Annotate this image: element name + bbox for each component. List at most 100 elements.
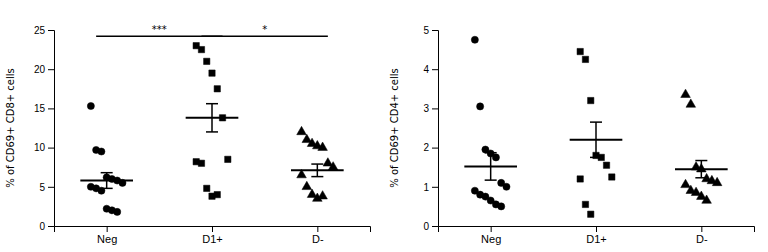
y-tick: 20 xyxy=(34,64,54,75)
error-bar-cap xyxy=(485,179,497,181)
y-tick-label: 2 xyxy=(423,142,429,153)
error-bar-stem xyxy=(595,122,597,157)
y-tick-label: 0 xyxy=(423,221,429,232)
y-tick-mark xyxy=(48,187,54,188)
significance-label: *** xyxy=(152,24,167,35)
x-tick-label: Neg xyxy=(97,233,117,245)
panel: 0 1 2 3 4 5 Neg D1+ D- % of CD69+ CD4+ cells xyxy=(389,25,755,245)
y-tick-mark xyxy=(48,69,54,70)
y-tick-mark xyxy=(432,187,438,188)
y-tick-mark xyxy=(432,108,438,109)
error-bar xyxy=(695,161,707,178)
y-tick-mark xyxy=(48,30,54,31)
error-bar-cap xyxy=(311,176,323,178)
x-tick: D1+ xyxy=(586,226,607,245)
point xyxy=(681,179,691,187)
point xyxy=(198,160,204,166)
significance-label: * xyxy=(262,24,267,35)
figure: 0510152025NegD1+D-% of CD69+ CD8+ cells*… xyxy=(0,0,768,252)
x-tick-label: D1+ xyxy=(202,233,223,245)
x-axis: NegD1+D- xyxy=(55,226,371,245)
error-bar-stem xyxy=(211,104,213,132)
y-tick: 5 xyxy=(423,25,438,36)
point xyxy=(204,58,210,64)
point xyxy=(318,191,328,199)
y-axis-title: % of CD69+ CD8+ cells xyxy=(5,68,16,187)
y-tick-label: 1 xyxy=(423,182,429,193)
significance-bar xyxy=(201,36,327,38)
y-tick-mark xyxy=(432,30,438,31)
y-tick-label: 15 xyxy=(34,103,46,114)
point xyxy=(588,211,594,217)
point xyxy=(588,97,594,103)
y-tick: 15 xyxy=(34,103,54,114)
x-axis: Neg D1+ D- xyxy=(439,226,755,245)
plot-area xyxy=(464,36,727,217)
y-tick: 10 xyxy=(34,142,54,153)
error-bar-cap xyxy=(101,188,113,190)
y-tick-mark xyxy=(432,69,438,70)
error-bar-cap xyxy=(101,172,113,174)
y-tick-mark xyxy=(48,148,54,149)
x-tick: Neg xyxy=(481,226,501,245)
y-axis-title: % of CD69+ CD4+ cells xyxy=(389,68,400,187)
point xyxy=(498,203,505,210)
group xyxy=(291,126,344,201)
group xyxy=(186,43,239,200)
group xyxy=(570,48,623,217)
point xyxy=(214,86,220,92)
group xyxy=(80,102,133,215)
error-bar xyxy=(206,104,218,132)
error-bar-cap xyxy=(311,163,323,165)
error-bar-cap xyxy=(695,177,707,179)
x-tick-mark xyxy=(701,226,702,232)
y-tick: 2 xyxy=(423,142,438,153)
error-bar-cap xyxy=(485,152,497,154)
error-bar xyxy=(485,153,497,180)
error-bar xyxy=(590,122,602,157)
error-bar-stem xyxy=(490,153,492,180)
error-bar-cap xyxy=(206,103,218,105)
y-tick-label: 4 xyxy=(423,64,429,75)
y-axis: 0 1 2 3 4 5 xyxy=(423,25,438,232)
point xyxy=(712,177,722,185)
y-tick: 0 xyxy=(39,221,54,232)
y-tick: 5 xyxy=(39,182,54,193)
point xyxy=(477,103,484,110)
y-tick-mark xyxy=(48,108,54,109)
point xyxy=(318,142,328,150)
point xyxy=(702,195,712,203)
point xyxy=(582,201,588,207)
group xyxy=(464,36,517,210)
point xyxy=(87,102,94,109)
x-tick-mark xyxy=(317,226,318,232)
x-axis-line xyxy=(439,227,755,233)
point xyxy=(492,154,499,161)
x-tick-mark xyxy=(491,226,492,232)
y-tick-label: 3 xyxy=(423,103,429,114)
point xyxy=(297,126,307,134)
error-bar-stem xyxy=(317,164,319,177)
error-bar-cap xyxy=(206,131,218,133)
y-axis-line xyxy=(432,31,439,227)
error-bar-cap xyxy=(590,157,602,159)
x-tick-mark xyxy=(596,226,597,232)
point xyxy=(577,176,583,182)
point xyxy=(471,36,478,43)
y-tick: 25 xyxy=(34,25,54,36)
x-tick: D- xyxy=(696,226,708,245)
point xyxy=(686,99,696,107)
y-tick-mark xyxy=(48,226,54,227)
point xyxy=(503,183,510,190)
y-tick-mark xyxy=(432,226,438,227)
x-tick-label: Neg xyxy=(481,233,501,245)
point xyxy=(681,89,691,97)
y-tick: 3 xyxy=(423,103,438,114)
point xyxy=(328,162,338,170)
y-tick-label: 0 xyxy=(39,221,45,232)
error-bar-cap xyxy=(695,160,707,162)
y-tick-label: 20 xyxy=(34,64,46,75)
point xyxy=(198,46,204,52)
x-axis-line xyxy=(55,227,371,233)
point xyxy=(214,191,220,197)
